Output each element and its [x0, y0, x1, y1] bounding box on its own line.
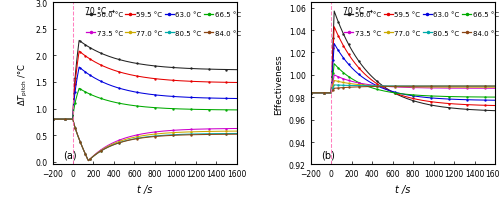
- Y-axis label: $\Delta T_{\mathrm{pitch}}$ /°C: $\Delta T_{\mathrm{pitch}}$ /°C: [17, 63, 30, 105]
- Text: (a): (a): [62, 150, 76, 160]
- Legend: 73.5 °C, 77.0 °C, 80.5 °C, 84.0 °C: 73.5 °C, 77.0 °C, 80.5 °C, 84.0 °C: [344, 30, 500, 37]
- Text: 70 °C →: 70 °C →: [343, 7, 373, 16]
- Text: 70 °C →: 70 °C →: [85, 7, 115, 16]
- Legend: 73.5 °C, 77.0 °C, 80.5 °C, 84.0 °C: 73.5 °C, 77.0 °C, 80.5 °C, 84.0 °C: [86, 30, 241, 37]
- Y-axis label: Effectiveness: Effectiveness: [274, 54, 283, 114]
- Text: (b): (b): [321, 150, 334, 160]
- X-axis label: t /s: t /s: [395, 184, 410, 194]
- X-axis label: t /s: t /s: [137, 184, 152, 194]
